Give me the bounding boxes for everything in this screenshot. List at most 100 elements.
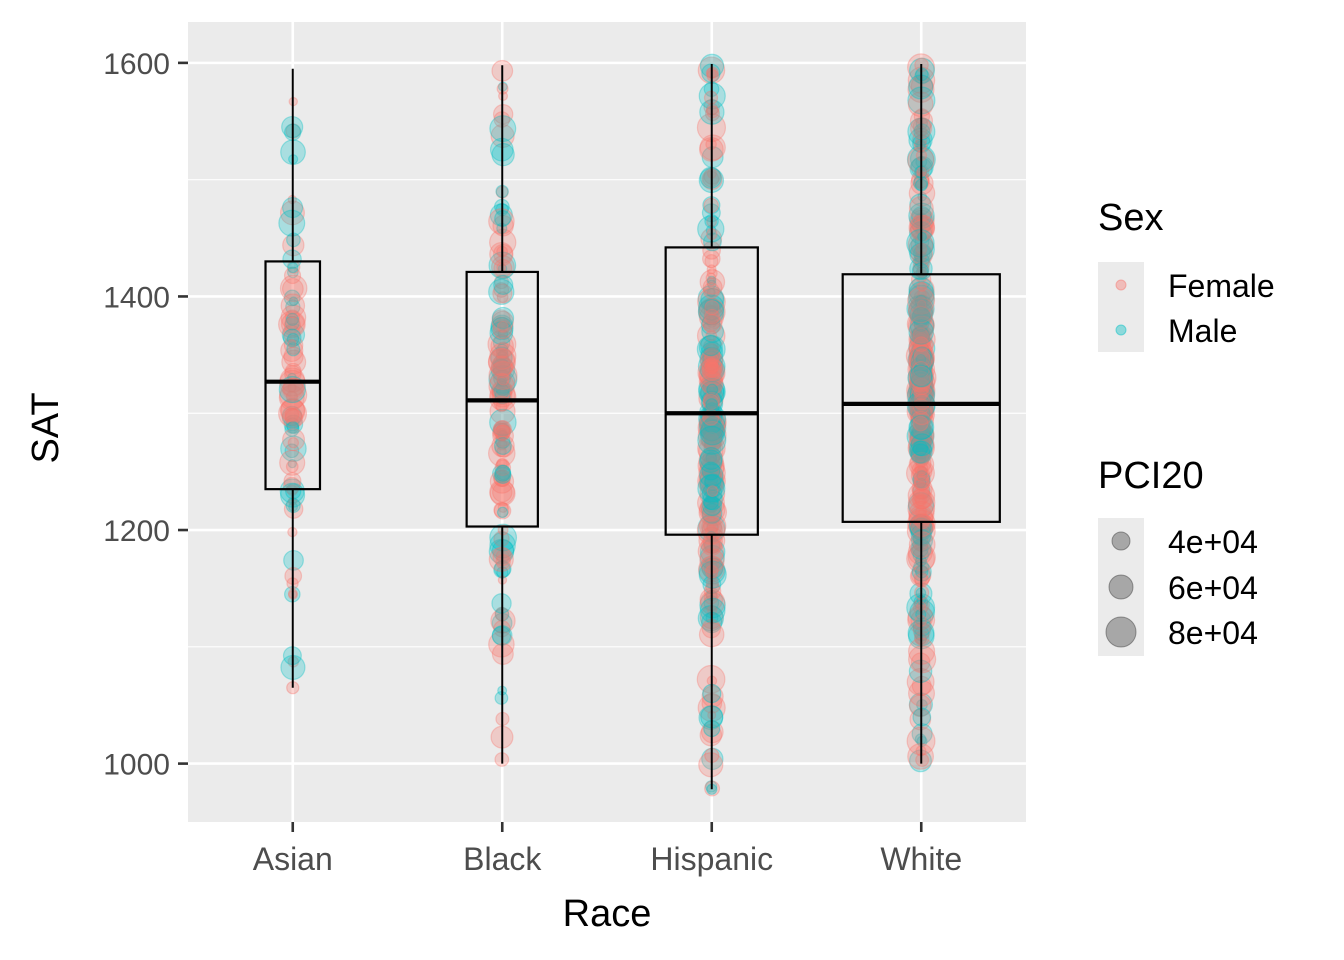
data-point: [497, 429, 509, 441]
data-point: [700, 418, 724, 442]
data-point: [912, 486, 931, 505]
data-point: [916, 466, 928, 477]
data-point: [699, 269, 726, 295]
data-point: [912, 469, 931, 487]
data-point: [912, 327, 929, 344]
data-point: [917, 509, 927, 519]
data-point: [707, 482, 718, 492]
data-point: [911, 429, 930, 447]
data-point: [908, 355, 933, 380]
data-point: [492, 334, 511, 352]
data-point: [909, 313, 935, 339]
data-point: [909, 328, 932, 351]
data-point: [496, 506, 509, 519]
data-point: [912, 346, 932, 366]
data-point: [916, 430, 928, 442]
data-point: [493, 274, 514, 295]
x-tick-label: Asian: [253, 841, 333, 877]
boxplots: [264, 64, 1001, 790]
legend-key-male-bg: [1098, 308, 1144, 352]
data-point: [907, 434, 935, 462]
data-point: [908, 369, 936, 396]
data-point: [495, 464, 511, 481]
data-point: [495, 343, 509, 357]
data-point: [702, 516, 720, 534]
data-point: [910, 408, 931, 428]
data-point: [911, 341, 930, 360]
data-point: [705, 501, 718, 514]
data-point: [909, 373, 934, 399]
data-point: [915, 449, 926, 461]
data-point: [909, 426, 933, 450]
data-point: [915, 459, 926, 470]
data-point: [908, 348, 934, 375]
data-point: [908, 334, 936, 362]
data-point: [279, 274, 308, 303]
data-point: [704, 359, 719, 375]
data-point: [909, 282, 935, 308]
data-point: [912, 465, 929, 481]
data-point: [699, 380, 725, 407]
data-point: [912, 470, 931, 489]
data-point: [913, 361, 931, 379]
data-point: [915, 448, 927, 460]
data-point: [705, 450, 721, 466]
data-point: [280, 293, 306, 318]
data-point: [495, 472, 511, 487]
data-point: [909, 361, 933, 385]
data-point: [912, 428, 928, 443]
data-point: [912, 346, 930, 364]
data-point: [915, 428, 926, 439]
data-point: [282, 428, 306, 452]
data-point: [281, 349, 307, 375]
data-point: [907, 362, 937, 392]
data-point: [703, 481, 721, 499]
data-point: [492, 358, 511, 378]
data-point: [490, 355, 514, 379]
data-point: [696, 334, 726, 364]
data-point: [490, 356, 516, 382]
x-tick-label: White: [880, 841, 962, 877]
data-point: [702, 393, 720, 411]
data-point: [496, 427, 508, 440]
data-point: [915, 366, 927, 378]
data-point: [910, 430, 933, 453]
data-point: [496, 446, 507, 457]
data-point: [496, 439, 508, 451]
data-point: [705, 452, 718, 464]
data-point: [697, 425, 727, 455]
data-point: [697, 285, 725, 312]
data-point: [907, 297, 934, 324]
data-point: [703, 472, 720, 489]
data-point: [701, 429, 723, 451]
data-point: [910, 350, 934, 374]
data-point: [906, 310, 935, 338]
data-point: [912, 407, 932, 427]
data-point: [914, 464, 926, 476]
data-point: [909, 348, 935, 374]
data-point: [697, 298, 725, 326]
data-point: [281, 277, 304, 300]
data-point: [914, 461, 929, 476]
data-point: [909, 373, 934, 398]
data-point: [910, 465, 931, 486]
data-point: [702, 375, 722, 395]
data-point: [496, 429, 509, 442]
data-point: [917, 332, 927, 342]
y-axis-title: SAT: [25, 392, 67, 463]
y-tick-label: 1600: [103, 48, 170, 81]
data-point: [702, 249, 721, 269]
data-point: [284, 421, 300, 437]
y-tick-label: 1400: [103, 281, 170, 314]
data-point: [495, 351, 510, 365]
data-point: [910, 356, 933, 379]
data-point: [704, 308, 721, 325]
data-point: [912, 481, 931, 500]
data-point: [496, 375, 508, 387]
data-point: [915, 443, 928, 457]
data-point: [700, 457, 722, 478]
data-point: [699, 452, 723, 476]
data-point: [704, 342, 719, 357]
data-point: [910, 362, 933, 385]
